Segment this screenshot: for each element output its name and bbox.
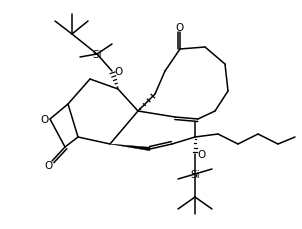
Polygon shape bbox=[110, 144, 150, 151]
Text: O: O bbox=[197, 149, 205, 159]
Text: O: O bbox=[44, 160, 52, 170]
Text: O: O bbox=[114, 67, 122, 77]
Text: O: O bbox=[176, 23, 184, 33]
Text: Si: Si bbox=[92, 50, 102, 60]
Text: O: O bbox=[40, 114, 48, 124]
Text: Si: Si bbox=[190, 169, 200, 179]
